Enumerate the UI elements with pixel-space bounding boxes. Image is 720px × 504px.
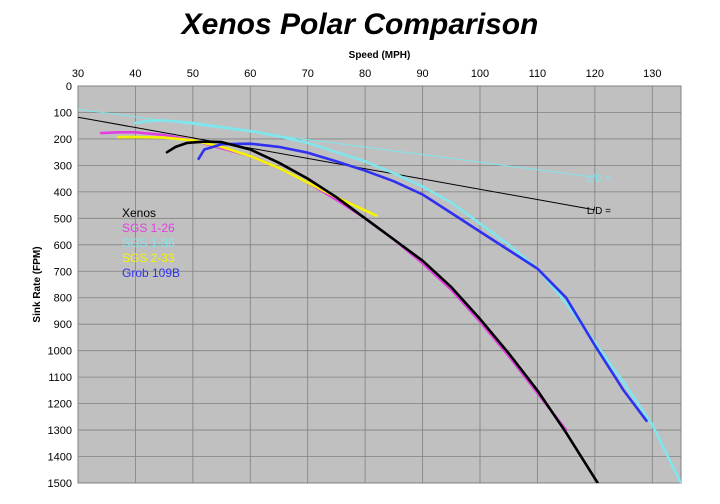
legend-entry: Xenos bbox=[122, 206, 156, 220]
y-tick-label: 1500 bbox=[48, 478, 72, 490]
x-tick-label: 120 bbox=[586, 68, 604, 80]
legend-entry: SGS 2-33 bbox=[122, 251, 175, 265]
y-tick-label: 500 bbox=[54, 213, 72, 225]
y-tick-label: 800 bbox=[54, 293, 72, 305]
x-tick-label: 40 bbox=[129, 68, 141, 80]
y-tick-labels: 0 100 200 300 400 500 600 700 800 900 1000 1100 1200… bbox=[48, 81, 72, 490]
reference-line bbox=[78, 116, 595, 211]
y-tick-label: 1100 bbox=[48, 372, 72, 384]
series-line-xenos bbox=[165, 140, 600, 483]
reference-line-labels: L/D = L/D = bbox=[587, 173, 611, 217]
x-axis-label: Speed (MPH) bbox=[349, 50, 411, 61]
y-tick-label: 600 bbox=[54, 240, 72, 252]
x-tick-label: 30 bbox=[72, 68, 84, 80]
series-lines bbox=[99, 119, 681, 483]
legend-entry: SGS 1-26 bbox=[122, 221, 175, 235]
legend-entry: SGS 1-36 bbox=[122, 236, 175, 250]
y-tick-label: 1200 bbox=[48, 399, 72, 411]
x-tick-label: 50 bbox=[187, 68, 199, 80]
x-tick-label: 80 bbox=[359, 68, 371, 80]
x-tick-label: 70 bbox=[302, 68, 314, 80]
y-tick-label: 0 bbox=[66, 81, 72, 93]
y-tick-label: 200 bbox=[54, 134, 72, 146]
y-tick-label: 400 bbox=[54, 187, 72, 199]
y-axis-label: Sink Rate (FPM) bbox=[32, 246, 43, 322]
y-tick-label: 900 bbox=[54, 319, 72, 331]
y-tick-label: 300 bbox=[54, 160, 72, 172]
series-line-sgs-2-33 bbox=[116, 135, 378, 217]
reference-line-label: L/D = bbox=[587, 206, 611, 217]
y-tick-label: 100 bbox=[54, 107, 72, 119]
reference-line-label: L/D = bbox=[587, 173, 611, 184]
x-tick-label: 90 bbox=[416, 68, 428, 80]
y-tick-label: 1000 bbox=[48, 346, 72, 358]
y-tick-label: 1300 bbox=[48, 425, 72, 437]
x-tick-label: 110 bbox=[529, 68, 547, 80]
y-tick-label: 1400 bbox=[48, 452, 72, 464]
x-tick-label: 130 bbox=[643, 68, 661, 80]
series-line-grob-109b bbox=[197, 142, 648, 423]
x-tick-label: 60 bbox=[244, 68, 256, 80]
plot-area bbox=[77, 85, 682, 484]
legend-entry: Grob 109B bbox=[122, 266, 180, 280]
chart-title: Xenos Polar Comparison bbox=[181, 8, 539, 41]
y-tick-label: 700 bbox=[54, 266, 72, 278]
x-tick-label: 100 bbox=[471, 68, 489, 80]
x-tick-labels: 30 40 50 60 70 80 90 100 110 120 130 bbox=[72, 68, 662, 80]
